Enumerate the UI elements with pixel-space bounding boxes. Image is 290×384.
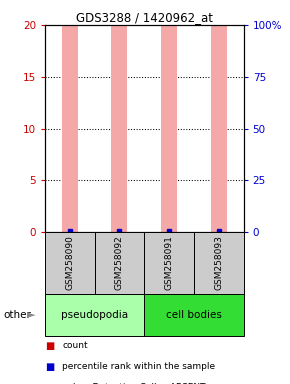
Text: count: count [62,341,88,350]
Bar [194,232,244,294]
Text: GSM258090: GSM258090 [65,236,74,290]
Bar [62,25,78,232]
Text: cell bodies: cell bodies [166,310,222,320]
Text: pseudopodia: pseudopodia [61,310,128,320]
Text: GSM258091: GSM258091 [165,236,174,290]
Text: ■: ■ [45,362,54,372]
Bar [45,294,144,336]
Text: ■: ■ [45,341,54,351]
Bar [161,25,177,232]
Text: GSM258092: GSM258092 [115,236,124,290]
Bar [45,232,95,294]
Text: ►: ► [27,310,35,320]
Text: percentile rank within the sample: percentile rank within the sample [62,362,215,371]
Bar [95,232,144,294]
Text: value, Detection Call = ABSENT: value, Detection Call = ABSENT [62,383,206,384]
Text: GSM258093: GSM258093 [214,236,223,290]
Bar [144,294,244,336]
Bar [211,25,227,232]
Text: ■: ■ [45,383,54,384]
Title: GDS3288 / 1420962_at: GDS3288 / 1420962_at [76,11,213,24]
Bar [144,232,194,294]
Bar [111,25,127,232]
Text: other: other [3,310,31,320]
